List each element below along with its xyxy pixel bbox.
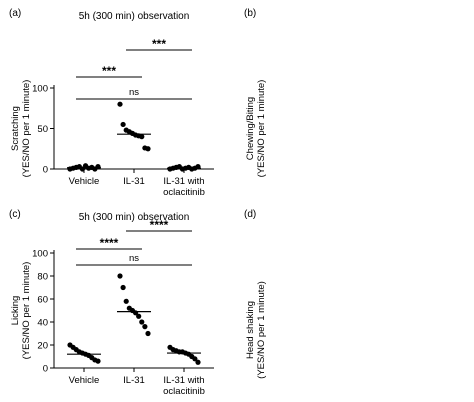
x-tick-label: IL-31 with xyxy=(163,375,204,386)
chart-title: 5h (300 min) observation xyxy=(79,212,190,223)
y-tick-label: 80 xyxy=(37,272,48,283)
data-point xyxy=(95,358,101,364)
y-tick-label: 60 xyxy=(37,295,48,306)
x-tick-label: IL-31 with xyxy=(163,176,204,187)
x-tick-label: Vehicle xyxy=(69,375,100,386)
y-axis-label: Scratching xyxy=(10,106,21,151)
x-tick-label: IL-31 xyxy=(123,375,145,386)
data-point xyxy=(136,313,142,319)
chart-title: 5h (300 min) observation xyxy=(79,11,190,22)
data-point xyxy=(145,330,151,337)
data-point xyxy=(117,101,123,107)
data-point xyxy=(142,324,148,330)
y-tick-label: 40 xyxy=(37,318,48,329)
significance-label: *** xyxy=(152,37,166,51)
y-axis-label: Chewing/Biting xyxy=(245,97,256,160)
y-tick-label: 100 xyxy=(32,84,48,95)
panel-label: (c) xyxy=(9,209,21,220)
panel-label: (d) xyxy=(244,209,256,220)
data-point xyxy=(139,134,145,140)
data-point xyxy=(139,319,145,325)
panel-label: (a) xyxy=(9,8,21,19)
panel-b: (b)5h (300 min) observationChewing/Bitin… xyxy=(244,8,267,178)
data-point xyxy=(192,356,198,362)
y-axis-label: Licking xyxy=(10,296,21,326)
significance-label: **** xyxy=(150,218,169,232)
data-point xyxy=(123,298,129,304)
y-tick-label: 50 xyxy=(37,124,48,135)
y-axis-label: (YES/NO per 1 minute) xyxy=(21,262,32,360)
y-tick-label: 0 xyxy=(43,364,48,375)
panel-label: (b) xyxy=(244,8,256,19)
y-axis-label: (YES/NO per 1 minute) xyxy=(256,281,267,379)
y-tick-label: 0 xyxy=(43,165,48,176)
y-axis-label: (YES/NO per 1 minute) xyxy=(21,80,32,178)
data-point xyxy=(120,284,126,291)
y-axis-label: (YES/NO per 1 minute) xyxy=(256,80,267,178)
panel-c: (c) 5h (300 min) observation Licking (YES/N… xyxy=(9,209,214,397)
y-axis-label: Head shaking xyxy=(245,301,256,359)
significance-label: ns xyxy=(129,87,139,98)
significance-label: **** xyxy=(100,236,119,250)
y-tick-label: 100 xyxy=(32,249,48,260)
data-point xyxy=(145,146,151,152)
panel-d: (d)5h (300 min) observationHead shaking(… xyxy=(244,209,267,379)
x-tick-label: IL-31 xyxy=(123,176,145,187)
data-point xyxy=(95,163,101,170)
x-tick-label: oclacitinib xyxy=(163,386,205,397)
significance-label: *** xyxy=(102,64,116,78)
panel-a: (a) 5h (300 min) observation Scratching (YE… xyxy=(9,8,214,198)
data-point xyxy=(195,359,201,365)
data-point xyxy=(120,121,126,128)
significance-label: ns xyxy=(129,253,139,264)
x-tick-label: Vehicle xyxy=(69,176,100,187)
data-point xyxy=(117,273,123,279)
y-tick-label: 20 xyxy=(37,341,48,352)
x-tick-label: oclacitinib xyxy=(163,187,205,198)
